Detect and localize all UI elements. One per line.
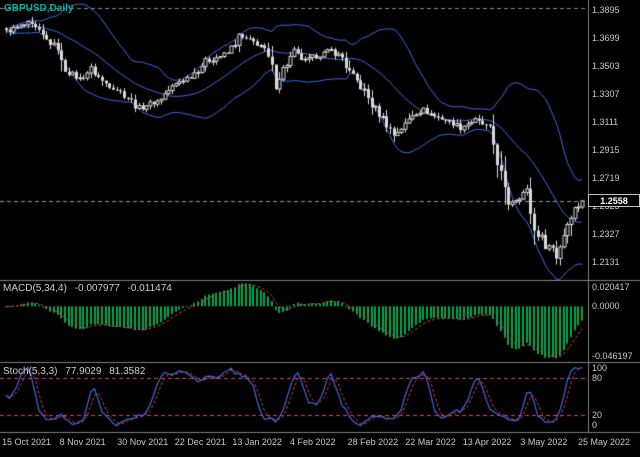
stoch-axis-label: 100 [592, 363, 608, 373]
current-price-value: 1.2558 [600, 195, 628, 206]
time-axis-label: 13 Apr 2022 [462, 437, 512, 447]
price-axis-label: 1.2915 [592, 145, 620, 155]
stoch-value-signal: 81.3582 [109, 366, 146, 377]
price-axis-label: 1.3307 [592, 89, 620, 99]
stoch-axis-label: 80 [592, 373, 603, 383]
price-axis-label: 1.3111 [592, 117, 619, 127]
price-axis-label: 1.2719 [592, 173, 620, 183]
macd-axis-label: 0.020417 [592, 282, 630, 292]
price-axis-label: 1.3895 [592, 5, 620, 15]
price-axis-label: 1.2131 [592, 257, 620, 267]
macd-indicator-name: MACD(5,34,4) [3, 283, 67, 294]
stoch-indicator-name: Stoch(5,3,3) [3, 366, 58, 377]
time-axis-label: 22 Mar 2022 [405, 437, 456, 447]
macd-axis-label: -0.046197 [592, 351, 633, 361]
macd-indicator-label[interactable]: MACD(5,34,4) -0.007977 -0.011474 [3, 283, 177, 294]
time-axis-label: 4 Feb 2022 [290, 437, 336, 447]
macd-value-main: -0.007977 [74, 283, 120, 294]
price-axis-label: 1.2327 [592, 229, 620, 239]
price-axis-label: 1.3699 [592, 33, 620, 43]
symbol-label: GBPUSD,Daily [4, 3, 74, 14]
stoch-indicator-label[interactable]: Stoch(5,3,3) 77.9029 81.3582 [3, 366, 150, 377]
stoch-axis-label: 0 [592, 420, 598, 430]
stoch-value-main: 77.9029 [65, 366, 102, 377]
time-axis-label: 30 Nov 2021 [117, 437, 169, 447]
macd-value-signal: -0.011474 [127, 283, 172, 294]
price-axis-label: 1.3503 [592, 61, 620, 71]
time-axis-label: 15 Oct 2021 [2, 437, 52, 447]
time-axis-label: 25 May 2022 [578, 437, 631, 447]
stoch-axis-label: 20 [592, 410, 603, 420]
current-price-box: 1.2558 [588, 194, 640, 207]
time-axis-label: 22 Dec 2021 [174, 437, 226, 447]
time-axis-label: 8 Nov 2021 [59, 437, 106, 447]
macd-axis-label: 0.0000 [592, 301, 620, 311]
time-axis-label: 3 May 2022 [520, 437, 568, 447]
time-axis-label: 28 Feb 2022 [347, 437, 399, 447]
time-axis-label: 13 Jan 2022 [232, 437, 282, 447]
